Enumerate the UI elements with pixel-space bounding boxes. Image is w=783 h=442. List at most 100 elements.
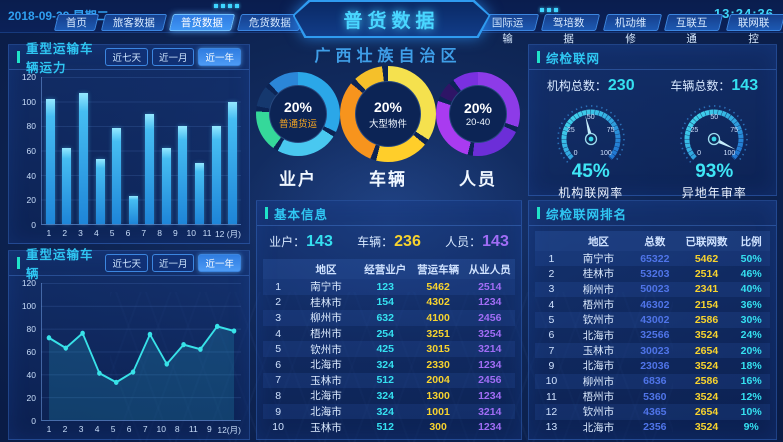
bar [178,126,188,224]
range-buttons: 近七天 近一月 近一年 [105,254,241,272]
column-header: 经营业户 [364,263,407,276]
ranking-table: 地区 总数 已联网数 比例 1 南宁市 65322 5462 50% 2 桂林市 53203 2514 4… [535,231,770,435]
table-row: 4 梧州市 46302 2154 36% [535,297,770,312]
table-cell: 玉林市 [310,374,342,387]
column-header: 已联网数 [685,235,728,248]
table-cell: 4 [548,298,555,311]
x-tick-label: 4 [93,228,99,238]
table-row: 3 柳州市 632 4100 2456 [263,310,515,326]
gauge-tick-label: 75 [606,126,615,134]
table-cell: 2154 [694,298,719,311]
x-tick-label: 5 [109,228,115,238]
donut-center-label: 20-40 [465,117,491,128]
stat-label: 车辆总数： [670,79,731,93]
y-tick-label: 60 [26,347,36,357]
table-cell: 2654 [694,344,719,357]
range-button-近一年[interactable]: 近一年 [198,254,241,272]
table-cell: 65322 [640,252,670,265]
bar [161,148,171,224]
table-cell: 30023 [640,344,670,357]
table-row: 10 玉林市 512 300 1234 [263,419,515,435]
y-tick-label: 0 [31,416,36,426]
x-tick-label: 2 [62,228,68,238]
gauge-network-rate: 0 25 50 75 100 45% 机构联网率 [533,103,648,201]
table-cell: 5 [275,343,282,356]
table-row: 9 北海市 324 1001 3214 [263,403,515,420]
range-button-近一月[interactable]: 近一月 [151,254,195,272]
table-row: 6 北海市 32566 3524 24% [535,328,770,343]
page-title-banner: 普货数据 [292,0,491,38]
stat-personnel: 人员：143 [445,233,509,251]
stat-value: 143 [482,233,509,250]
bar [145,113,155,224]
table-cell: 154 [376,296,394,309]
bar-plot-area [41,77,241,225]
gauge-svg [680,105,748,163]
range-button-近七天[interactable]: 近七天 [105,48,148,66]
nav-tab-驾培数据[interactable]: 驾培数据 [541,14,601,45]
nav-tab-首页[interactable]: 首页 [53,14,100,31]
table-cell: 1234 [478,421,502,434]
table-row: 7 玉林市 512 2004 2456 [263,372,515,389]
bar-slot [108,77,125,224]
x-tick-label: 12(月) [217,425,241,435]
bar [45,99,55,224]
axis-corner [15,225,41,239]
nav-tab-机动维修[interactable]: 机动维修 [602,14,663,45]
range-button-近一月[interactable]: 近一月 [151,48,195,66]
line-chart-svg [46,323,237,420]
gauge-tick-label: 0 [573,150,578,158]
y-axis: 120 100 80 60 40 20 0 [15,72,41,230]
table-cell: 3 [548,283,555,296]
x-tick-label: 8 [174,424,180,434]
panel-header: 基本信息 [257,201,521,226]
table-cell: 柳州市 [310,312,342,325]
table-cell: 钦州市 [582,314,615,327]
bar-slot [92,77,109,224]
table-row: 5 钦州市 43002 2586 30% [535,312,770,328]
range-button-近一年[interactable]: 近一年 [198,48,241,66]
nav-tab-旅客数据[interactable]: 旅客数据 [100,14,168,31]
bar-slot [59,77,76,224]
gauge-label: 机构联网率 [558,186,624,200]
capacity-bar-chart: 120 100 80 60 40 20 0 1 2 3 4 5 6 7 8 9 10 11 12 (月) [15,72,241,239]
donut-center: 20% 大型物件 [355,81,421,147]
basic-info-table: 地区 经营业户 营运车辆 从业人员 1 南宁市 123 5462 2514 2 桂林市 154 4302… [263,259,515,435]
x-tick-label: 4 [94,424,100,434]
table-cell: 桂林市 [582,268,615,281]
deco-dots-icon [214,4,239,8]
donut-chart: 20% 20-40 [436,72,520,156]
inspection-stats-row: 机构总数：230 车辆总数：143 [529,70,776,102]
x-tick-label: 12 (月) [214,229,241,239]
stat-label: 机构总数： [546,79,607,93]
table-cell: 10% [740,405,762,418]
gauge-tick-label: 50 [586,113,595,121]
y-tick-label: 40 [26,170,36,181]
table-cell: 1 [548,252,555,265]
x-tick-label: 11 [188,424,198,434]
bar [95,159,105,224]
line-plot-area [41,283,241,421]
table-cell: 2356 [643,421,667,434]
x-tick-label: 10 [186,228,196,238]
gauge-value: 93% [695,161,734,182]
x-tick-label: 9 [206,424,212,434]
stat-label: 人员： [445,235,482,249]
x-tick-label: 9 [173,228,178,238]
gauge-tick-label: 100 [723,150,736,158]
nav-tab-互联互通[interactable]: 互联互通 [664,14,724,45]
table-row: 2 桂林市 154 4302 1234 [263,295,515,311]
gauge-tick-label: 75 [730,126,738,134]
stat-label: 业户： [269,235,306,249]
table-cell: 3 [275,311,282,324]
table-cell: 18% [740,359,762,372]
nav-tab-联网联控[interactable]: 联网联控 [725,14,783,45]
nav-tab-普货数据[interactable]: 普货数据 [168,14,236,31]
range-button-近七天[interactable]: 近七天 [105,254,148,272]
basic-stats-row: 业户：143 车辆：236 人员：143 [257,226,521,258]
bar [228,101,238,224]
panel-inspection-ranking: 综检联网排名 地区 总数 已联网数 比例 1 南宁市 65322 5462 50% 2 桂林市 532… [528,200,777,440]
deco-dots-icon [540,8,558,12]
gauge-tick-label: 100 [600,150,612,158]
